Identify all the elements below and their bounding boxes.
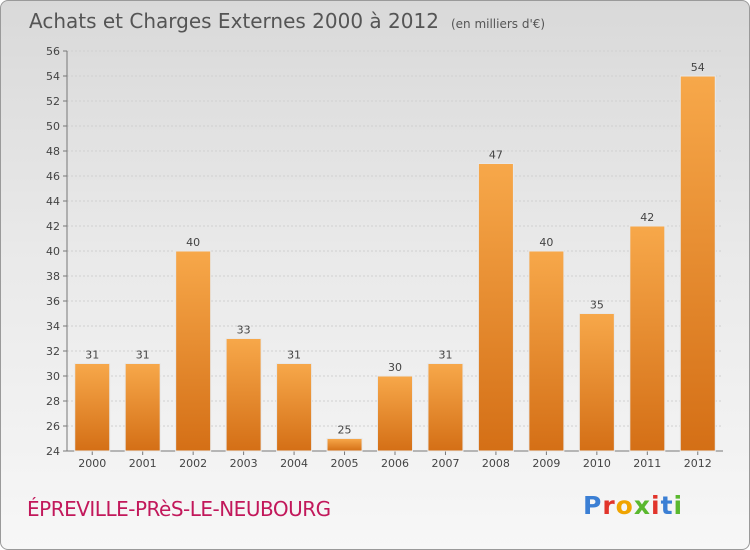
bar-2009 — [528, 250, 565, 452]
x-tick-label-2001: 2001 — [129, 457, 157, 470]
x-tick-label-2007: 2007 — [431, 457, 459, 470]
data-label-2010: 35 — [590, 299, 604, 312]
y-tick-label: 28 — [46, 395, 60, 408]
bar-2000 — [74, 363, 111, 452]
logo-letter: i — [673, 491, 684, 520]
data-label-2000: 31 — [85, 349, 99, 362]
chart-title-text: Achats et Charges Externes 2000 à 2012 — [29, 9, 439, 33]
y-tick-label: 36 — [46, 295, 60, 308]
bar-2011 — [629, 225, 666, 452]
x-tick-label-2003: 2003 — [230, 457, 258, 470]
x-tick-label-2000: 2000 — [78, 457, 106, 470]
logo-letter: x — [633, 491, 651, 520]
y-tick-label: 26 — [46, 420, 60, 433]
data-label-2011: 42 — [640, 211, 654, 224]
proxiti-logo[interactable]: Proxiti — [583, 491, 683, 520]
bar-2006 — [377, 375, 413, 452]
bar-2012 — [679, 75, 716, 452]
y-tick-label: 52 — [46, 95, 60, 108]
logo-letter: r — [602, 491, 616, 520]
logo-letter: t — [660, 491, 674, 520]
logo-letter: P — [583, 491, 603, 520]
commune-name: ÉPREVILLE-PRèS-LE-NEUBOURG — [27, 497, 331, 521]
chart-title: Achats et Charges Externes 2000 à 2012 (e… — [29, 9, 545, 33]
y-tick-label: 48 — [46, 145, 60, 158]
y-tick-label: 50 — [46, 120, 60, 133]
data-label-2009: 40 — [539, 236, 553, 249]
data-label-2002: 40 — [186, 236, 200, 249]
y-tick-label: 54 — [46, 70, 60, 83]
bar-2004 — [276, 363, 313, 452]
y-tick-label: 56 — [46, 45, 60, 58]
data-label-2012: 54 — [691, 61, 705, 74]
x-tick-label-2009: 2009 — [532, 457, 560, 470]
x-tick-label-2010: 2010 — [583, 457, 611, 470]
y-tick-label: 24 — [46, 445, 60, 458]
data-label-2003: 33 — [237, 324, 251, 337]
x-tick-label-2008: 2008 — [482, 457, 510, 470]
bars — [74, 75, 716, 452]
bar-2002 — [175, 250, 212, 452]
bar-2003 — [225, 338, 262, 452]
bar-2001 — [124, 363, 161, 452]
bar-2008 — [477, 163, 514, 452]
y-tick-label: 32 — [46, 345, 60, 358]
x-tick-label-2011: 2011 — [633, 457, 661, 470]
x-tick-label-2006: 2006 — [381, 457, 409, 470]
x-tick-label-2012: 2012 — [684, 457, 712, 470]
chart-unit: (en milliers d'€) — [450, 17, 546, 31]
y-tick-label: 34 — [46, 320, 60, 333]
data-label-2005: 25 — [338, 424, 352, 437]
labels: 24 26 28 30 32 34 36 38 40 42 44 46 48 50 52 54 56 31 2000… — [46, 45, 712, 470]
data-label-2006: 30 — [388, 361, 402, 374]
x-tick-label-2002: 2002 — [179, 457, 207, 470]
y-tick-label: 42 — [46, 220, 60, 233]
x-tick-label-2005: 2005 — [331, 457, 359, 470]
y-tick-label: 40 — [46, 245, 60, 258]
y-tick-label: 30 — [46, 370, 60, 383]
bar-2005 — [326, 438, 363, 452]
logo-letter: i — [651, 491, 661, 520]
logo-letter: o — [615, 491, 634, 520]
data-label-2007: 31 — [438, 349, 452, 362]
data-label-2008: 47 — [489, 149, 503, 162]
y-tick-label: 44 — [46, 195, 60, 208]
bar-2010 — [578, 313, 615, 452]
y-tick-label: 46 — [46, 170, 60, 183]
bar-2007 — [427, 363, 464, 452]
x-tick-label-2004: 2004 — [280, 457, 308, 470]
data-label-2004: 31 — [287, 349, 301, 362]
y-tick-label: 38 — [46, 270, 60, 283]
data-label-2001: 31 — [136, 349, 150, 362]
